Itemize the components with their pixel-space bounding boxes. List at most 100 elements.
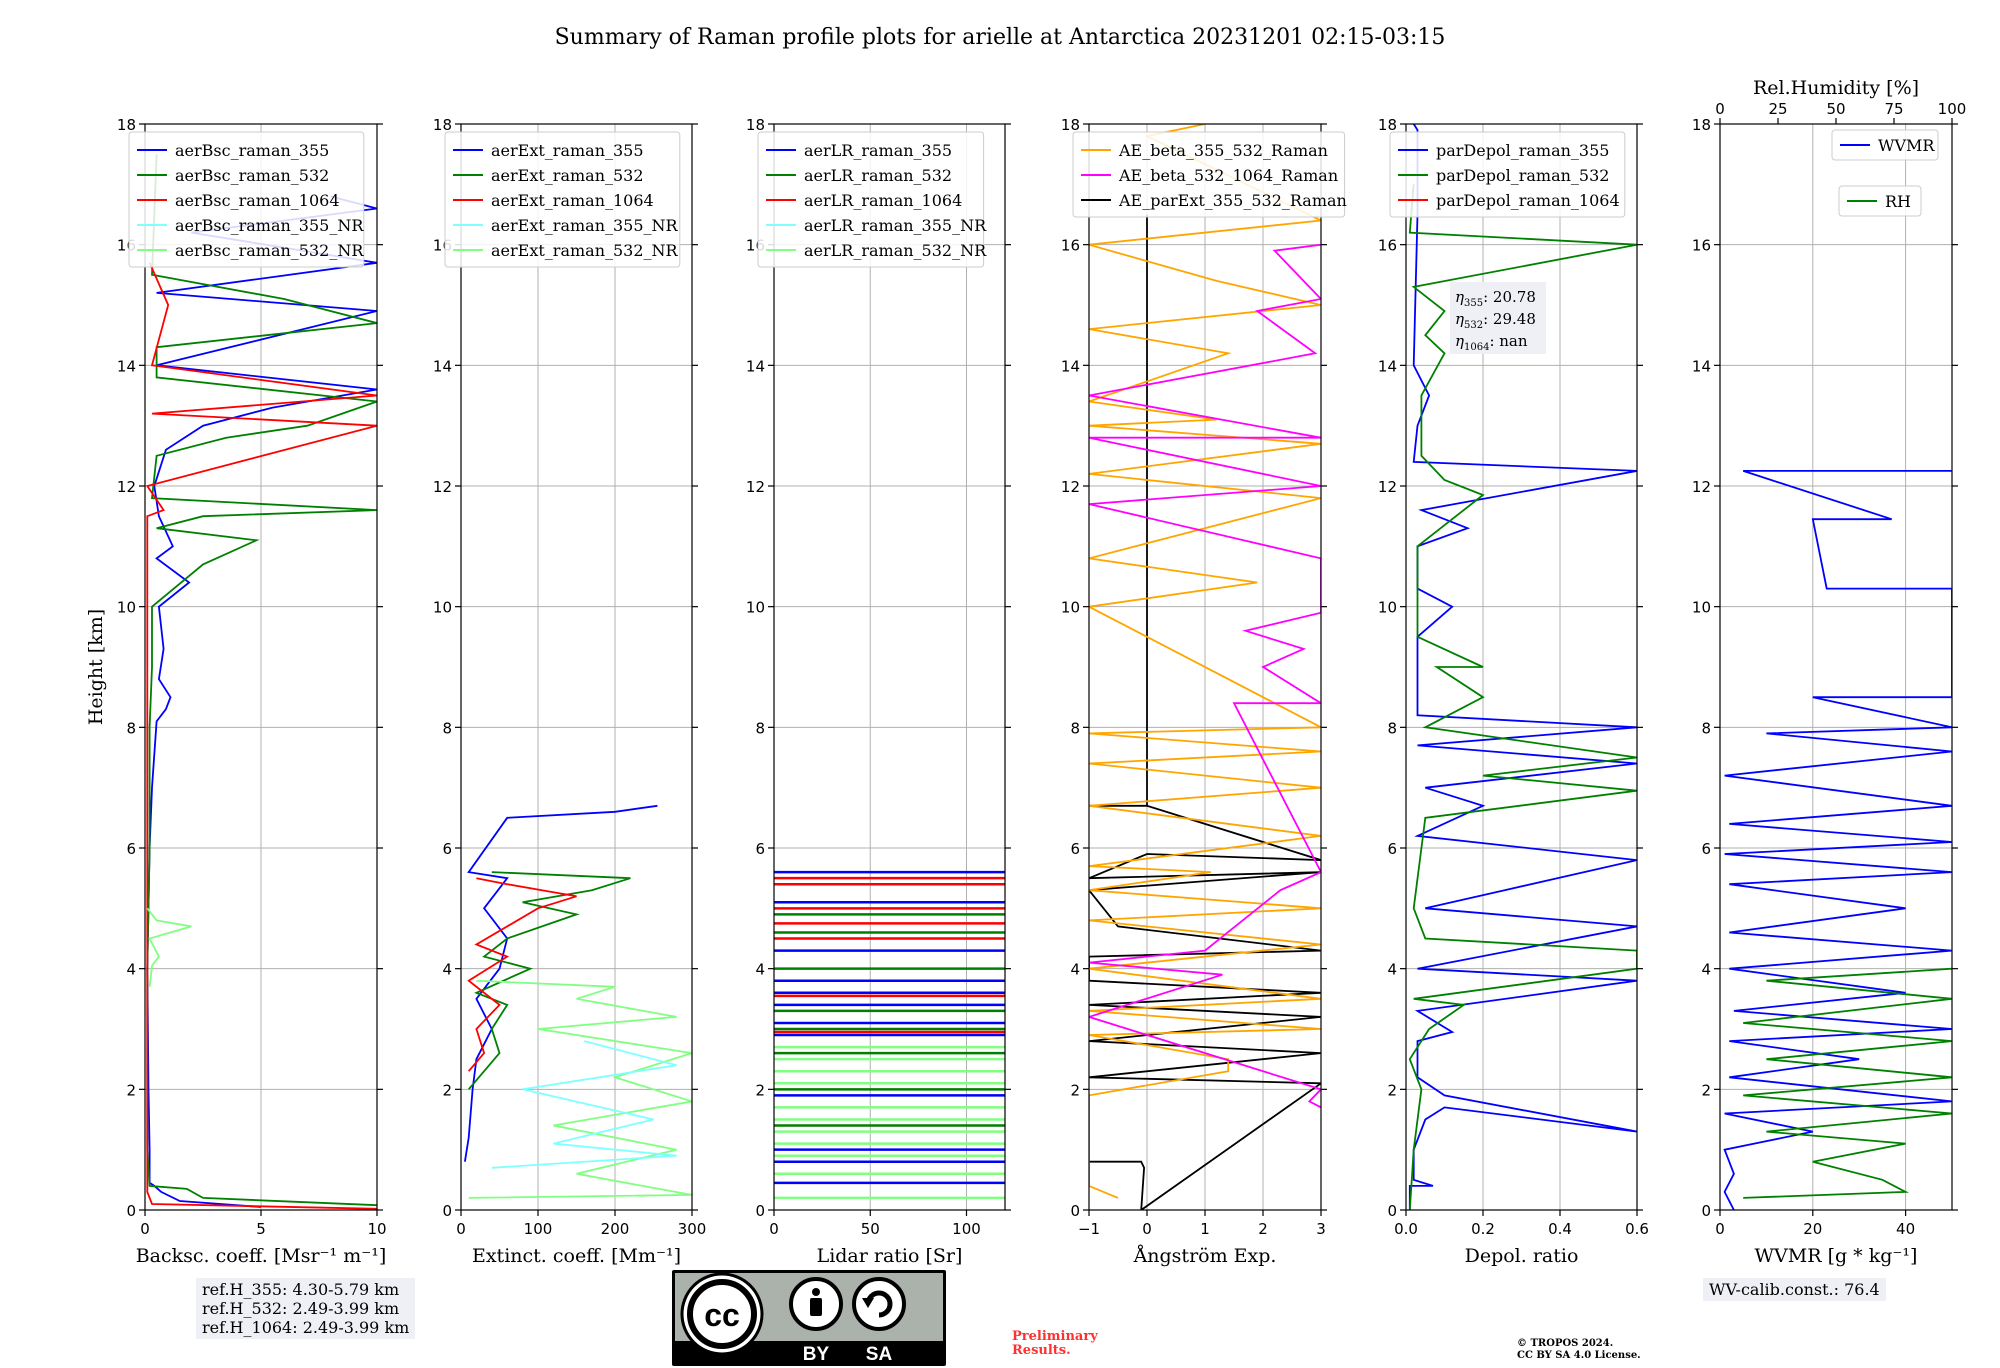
y-tick-label: 12 xyxy=(1061,478,1080,496)
y-tick-label: 14 xyxy=(117,357,136,375)
x-tick-label: 0.4 xyxy=(1548,1220,1572,1238)
series-aerExt_raman_355_NR xyxy=(491,1040,677,1169)
series-parDepol_raman_532 xyxy=(1408,184,1637,1210)
panel-dep: 0 2 4 6 8 10 12 14 16 18 0.0 0.2 0.4 0.6 Depol. ratio p… xyxy=(1378,116,1649,1267)
x-tick-label: 0 xyxy=(140,1220,150,1238)
legend-box xyxy=(1838,185,1922,217)
y-tick-label: 16 xyxy=(1378,237,1397,255)
x-axis-label: Lidar ratio [Sr] xyxy=(817,1245,963,1267)
series-aerBsc_raman_532 xyxy=(146,154,377,1207)
axes-frame xyxy=(773,123,1006,1211)
legend-label: aerLR_raman_355 xyxy=(804,141,952,160)
x-tick-label: 50 xyxy=(861,1220,880,1238)
legend-ae: AE_beta_355_532_Raman AE_beta_532_1064_Ra… xyxy=(1072,131,1347,218)
x-tick-label: 100 xyxy=(952,1220,981,1238)
legend-label: aerBsc_raman_355 xyxy=(175,141,329,160)
legend-wv: WVMR xyxy=(1831,129,1939,161)
legend-label: parDepol_raman_1064 xyxy=(1436,191,1620,210)
x-tick-label: 0 xyxy=(456,1220,466,1238)
data-layer xyxy=(1408,124,1637,1210)
y-tick-label: 6 xyxy=(126,840,136,858)
y-tick-label: 16 xyxy=(1692,237,1711,255)
eta-value: η1064: nan xyxy=(1455,332,1528,353)
x-axis-label: WVMR [g * kg⁻¹] xyxy=(1755,1245,1918,1267)
y-tick-label: 8 xyxy=(442,719,452,737)
legend-bsc: aerBsc_raman_355 aerBsc_raman_532 aerBsc_r… xyxy=(128,131,365,268)
y-tick-label: 0 xyxy=(755,1202,765,1220)
y-tick-label: 10 xyxy=(1378,599,1397,617)
x2-tick-label: 0 xyxy=(1715,100,1725,118)
legend-box xyxy=(128,131,365,268)
x-axis-label: Depol. ratio xyxy=(1465,1245,1579,1267)
cc-license-logo: cc BY SA xyxy=(672,1270,946,1366)
y-tick-label: 4 xyxy=(755,961,765,979)
x-tick-label: −1 xyxy=(1078,1220,1100,1238)
legend-box xyxy=(1831,129,1939,161)
y-tick-label: 8 xyxy=(126,719,136,737)
x-axis-label: Ångström Exp. xyxy=(1133,1245,1277,1267)
x-tick-label: 0 xyxy=(1715,1220,1725,1238)
y-tick-label: 6 xyxy=(1387,840,1397,858)
y-tick-label: 6 xyxy=(1070,840,1080,858)
legend-label: aerBsc_raman_532_NR xyxy=(175,241,364,260)
series-aerExt_raman_532_NR xyxy=(468,979,692,1199)
y-tick-label: 14 xyxy=(433,357,452,375)
data-layer xyxy=(774,870,1005,1200)
legend-label: aerExt_raman_532_NR xyxy=(491,241,679,260)
wv-calib-const: WV-calib.const.: 76.4 xyxy=(1709,1280,1880,1299)
x-tick-label: 0.2 xyxy=(1471,1220,1495,1238)
x-tick-label: 0.6 xyxy=(1625,1220,1649,1238)
data-layer xyxy=(1723,469,1952,1210)
legend-label: aerLR_raman_1064 xyxy=(804,191,962,210)
y-tick-label: 14 xyxy=(746,357,765,375)
y-tick-label: 0 xyxy=(1387,1202,1397,1220)
axes-frame xyxy=(460,123,693,1211)
y-tick-label: 18 xyxy=(1061,116,1080,134)
legend-wv: RH xyxy=(1838,185,1922,217)
y-tick-label: 4 xyxy=(1387,961,1397,979)
axes-frame xyxy=(1719,123,1953,1211)
y-tick-label: 10 xyxy=(117,599,136,617)
sa-label: SA xyxy=(866,1344,893,1365)
ref-height-532: ref.H_532: 2.49-3.99 km xyxy=(202,1299,400,1318)
y-tick-label: 4 xyxy=(1701,961,1711,979)
y-tick-label: 14 xyxy=(1692,357,1711,375)
x2-tick-label: 25 xyxy=(1768,100,1787,118)
legend-label: aerExt_raman_1064 xyxy=(491,191,654,210)
ref-height-355: ref.H_355: 4.30-5.79 km xyxy=(202,1280,400,1299)
preliminary-note: Preliminary Results. xyxy=(1012,1330,1098,1358)
ref-height-1064: ref.H_1064: 2.49-3.99 km xyxy=(202,1318,410,1337)
series-AE_parExt_355_532_Raman xyxy=(1089,214,1321,1210)
by-label: BY xyxy=(803,1344,830,1365)
series-AE_beta_355_532_Raman xyxy=(1089,124,1321,1199)
y-tick-label: 8 xyxy=(1070,719,1080,737)
y-tick-label: 6 xyxy=(755,840,765,858)
y-tick-label: 0 xyxy=(442,1202,452,1220)
eta-value: η532: 29.48 xyxy=(1455,310,1536,331)
data-layer xyxy=(1089,124,1321,1210)
y-axis-label: Height [km] xyxy=(85,609,107,725)
x2-tick-label: 50 xyxy=(1826,100,1845,118)
series-aerBsc_raman_1064 xyxy=(145,262,377,1210)
cc-logo-text: cc xyxy=(704,1297,740,1333)
x-tick-label: 20 xyxy=(1803,1220,1822,1238)
y-tick-label: 18 xyxy=(117,116,136,134)
y-tick-label: 10 xyxy=(746,599,765,617)
x-tick-label: 3 xyxy=(1316,1220,1326,1238)
x-tick-label: 0.0 xyxy=(1394,1220,1418,1238)
annotation-box xyxy=(1450,282,1546,354)
y-tick-label: 10 xyxy=(1061,599,1080,617)
reference-height-box: ref.H_355: 4.30-5.79 km ref.H_532: 2.49-… xyxy=(196,1278,416,1339)
legend-label: AE_beta_355_532_Raman xyxy=(1118,141,1328,160)
x-tick-label: 0 xyxy=(769,1220,779,1238)
x-tick-label: 1 xyxy=(1200,1220,1210,1238)
legend-label: WVMR xyxy=(1878,136,1935,155)
legend-label: parDepol_raman_532 xyxy=(1436,166,1609,185)
